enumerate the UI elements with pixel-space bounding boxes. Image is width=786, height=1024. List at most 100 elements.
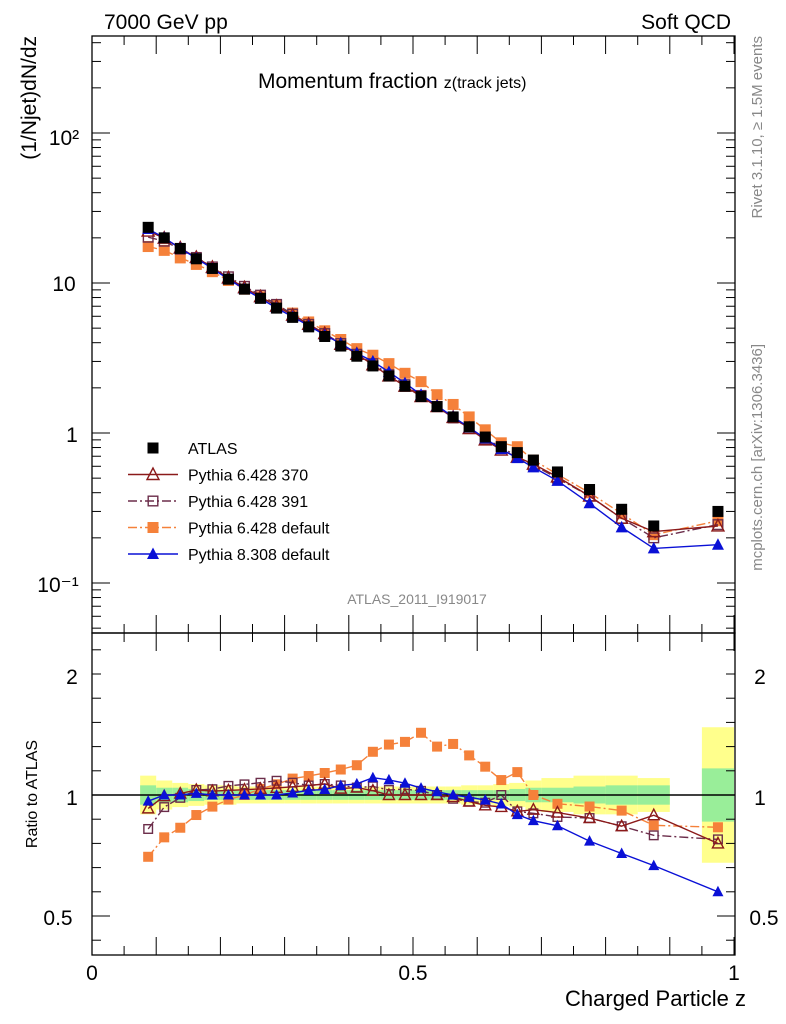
point-pythia-6-428-370 <box>710 517 726 532</box>
legend-marker-pythia-6-428-370 <box>145 466 161 481</box>
chart-title: Momentum fraction z(track jets) <box>258 70 526 93</box>
point-atlas <box>551 466 563 478</box>
point-atlas <box>399 380 411 392</box>
ratio-point-pythia-6-428-default <box>303 771 314 782</box>
ratio-point-pythia-8-308-default <box>463 791 475 802</box>
chart-title-sub: z(track jets) <box>444 75 527 92</box>
ratio-point-pythia-8-308-default <box>495 797 507 809</box>
ratio-point-pythia-8-308-default <box>206 789 218 800</box>
ratio-point-pythia-6-428-370 <box>382 787 396 801</box>
point-pythia-6-428-default <box>383 358 395 370</box>
legend-label-pythia-6-428-391: Pythia 6.428 391 <box>188 494 308 511</box>
point-pythia-6-428-default <box>648 529 660 541</box>
point-pythia-8-308-default <box>551 474 564 486</box>
ratio-point-pythia-8-308-default <box>712 885 724 897</box>
analysis-id: ATLAS_2011_I919017 <box>347 591 487 607</box>
ratio-point-pythia-6-428-default <box>383 739 394 750</box>
point-atlas <box>142 221 154 233</box>
rivet-label: Rivet 3.1.10, ≥ 1.5M events <box>749 36 766 219</box>
point-pythia-8-308-default <box>583 496 596 509</box>
ratio-point-pythia-8-308-default <box>616 847 628 859</box>
ratio-point-pythia-8-308-default <box>584 835 596 846</box>
mcplots-label: mcplots.cern.ch [arXiv:1306.3436] <box>749 344 766 571</box>
ratio-point-pythia-8-308-default <box>255 789 267 800</box>
x-tick-label-0.5: 0.5 <box>398 962 427 985</box>
legend-marker-pythia-6-428-391 <box>147 495 159 507</box>
point-atlas <box>255 292 267 304</box>
ratio-point-pythia-8-308-default <box>383 773 395 785</box>
point-pythia-6-428-default <box>399 367 411 379</box>
point-pythia-6-428-default <box>511 441 523 453</box>
ratio-tick-label-1: 1 <box>66 787 78 810</box>
ratio-point-pythia-8-308-default <box>367 771 379 783</box>
ratio-point-pythia-6-428-370 <box>366 783 380 796</box>
legend-label-pythia-6-428-default: Pythia 6.428 default <box>188 521 330 538</box>
point-atlas <box>238 283 250 295</box>
ratio-point-pythia-6-428-default <box>712 822 723 833</box>
ratio-point-pythia-6-428-default <box>464 750 475 761</box>
point-atlas <box>712 505 724 517</box>
ratio-point-pythia-6-428-default <box>432 741 443 752</box>
ratio-point-pythia-6-428-default <box>351 760 362 771</box>
ratio-point-pythia-6-428-default <box>480 761 491 772</box>
y-tick-label-0.1: 10⁻¹ <box>37 574 78 597</box>
ratio-point-pythia-8-308-default <box>287 786 299 798</box>
point-pythia-8-308-default <box>615 520 628 533</box>
point-atlas <box>415 391 427 403</box>
legend-label-pythia-8-308-default: Pythia 8.308 default <box>188 547 330 564</box>
ratio-tick-label-right-0.5: 0.5 <box>749 907 778 930</box>
ratio-point-pythia-6-428-default <box>528 790 539 800</box>
chart-title-main: Momentum fraction <box>258 70 438 93</box>
point-pythia-8-308-default <box>527 460 540 473</box>
point-atlas <box>319 330 331 342</box>
ratio-point-pythia-8-308-default <box>527 814 539 826</box>
point-atlas <box>447 411 459 423</box>
point-atlas <box>271 302 283 314</box>
ratio-point-pythia-6-428-391 <box>648 830 659 841</box>
ratio-tick-label-right-1: 1 <box>754 787 766 810</box>
ratio-point-pythia-6-428-370 <box>526 802 541 815</box>
ratio-point-pythia-6-428-370 <box>647 807 661 821</box>
y-tick-label-1: 1 <box>66 424 78 447</box>
header-left: 7000 GeV pp <box>104 11 228 34</box>
x-tick-label-0: 0 <box>86 962 98 985</box>
ratio-point-pythia-8-308-default <box>190 787 202 798</box>
point-atlas <box>431 401 443 413</box>
legend-label-pythia-6-428-370: Pythia 6.428 370 <box>188 468 308 485</box>
ratio-point-pythia-8-308-default <box>511 808 523 820</box>
point-pythia-8-308-default <box>647 541 660 554</box>
ratio-point-pythia-8-308-default <box>238 789 250 800</box>
point-pythia-6-428-default <box>158 244 170 256</box>
main-plot-series <box>141 221 726 554</box>
header-right: Soft QCD <box>641 11 731 34</box>
point-atlas <box>206 262 218 274</box>
point-atlas <box>479 431 491 443</box>
ratio-point-pythia-6-428-default <box>648 820 659 831</box>
ratio-point-pythia-6-428-default <box>448 738 459 749</box>
ratio-point-pythia-6-428-default <box>319 768 330 778</box>
ratio-point-pythia-8-308-default <box>648 859 660 871</box>
ratio-tick-label-2: 2 <box>66 666 78 689</box>
ratio-axis-label: Ratio to ATLAS <box>24 740 41 848</box>
ratio-plot-series <box>141 727 725 897</box>
point-pythia-6-428-default <box>190 258 202 270</box>
legend: ATLAS Pythia 6.428 370 Pythia 6.428 391 Pyt… <box>128 441 330 564</box>
ratio-point-pythia-8-308-default <box>351 777 363 789</box>
point-atlas <box>383 370 395 382</box>
point-pythia-6-428-default <box>415 376 427 388</box>
ratio-point-pythia-6-428-370 <box>550 805 565 818</box>
legend-marker-atlas <box>147 442 159 454</box>
ratio-point-pythia-6-428-391 <box>383 784 394 795</box>
y-axis-label: (1/Njet)dN/dz <box>18 36 41 160</box>
ratio-point-pythia-8-308-default <box>142 795 154 806</box>
point-atlas <box>367 360 379 372</box>
point-atlas <box>158 232 170 244</box>
ratio-point-pythia-6-428-391 <box>255 777 266 788</box>
ratio-point-pythia-6-428-default <box>191 810 202 821</box>
legend-label-atlas: ATLAS <box>188 441 238 458</box>
point-atlas <box>190 253 202 265</box>
point-atlas <box>495 441 507 453</box>
point-atlas <box>463 421 475 433</box>
point-atlas <box>335 340 347 352</box>
